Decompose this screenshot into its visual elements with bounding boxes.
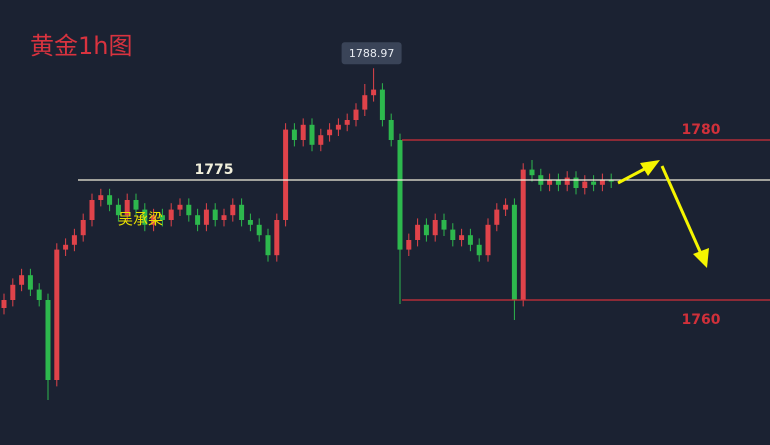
- candle-body: [247, 220, 253, 225]
- candle-body: [415, 224, 421, 240]
- candle-body: [177, 204, 183, 210]
- candle-body: [168, 209, 174, 220]
- candle-body: [300, 124, 306, 140]
- levels: 1780 1775 1760: [78, 122, 770, 328]
- arrow-head: [640, 160, 660, 176]
- candle-body: [283, 129, 289, 220]
- candle-body: [291, 129, 297, 140]
- candle-body: [63, 244, 69, 250]
- candle-body: [19, 275, 25, 285]
- candle-body: [344, 120, 350, 125]
- candle-body: [450, 229, 456, 240]
- candle-body: [54, 249, 60, 380]
- candle-body: [221, 215, 227, 220]
- candle-body: [10, 284, 16, 300]
- candle-body: [274, 220, 280, 256]
- candle-body: [133, 200, 139, 210]
- chart-title: 黄金1h图: [30, 32, 132, 60]
- candle-body: [564, 177, 570, 185]
- candle-body: [45, 300, 51, 380]
- candle-body: [432, 220, 438, 236]
- watermark: 吴承梁: [118, 210, 163, 228]
- candle-body: [1, 300, 7, 308]
- candle-body: [212, 209, 218, 220]
- candle-body: [89, 200, 95, 220]
- candle-body: [511, 204, 517, 300]
- candle-body: [503, 204, 509, 210]
- candle-body: [441, 220, 447, 230]
- candle-body: [555, 180, 561, 185]
- candle-body: [520, 169, 526, 300]
- arrow-head: [693, 248, 709, 268]
- candle-body: [379, 89, 385, 120]
- candle-body: [573, 177, 579, 188]
- candle-body: [397, 140, 403, 250]
- candle-body: [608, 180, 614, 182]
- candles: [1, 68, 614, 400]
- candle-body: [423, 224, 429, 236]
- candle-body: [591, 181, 597, 185]
- candle-body: [115, 204, 121, 216]
- candle-body: [459, 235, 465, 240]
- candle-body: [362, 95, 368, 110]
- candle-body: [159, 215, 165, 220]
- candle-body: [142, 209, 148, 225]
- candle-body: [547, 180, 553, 185]
- candle-body: [476, 244, 482, 256]
- level-label: 1775: [195, 162, 234, 178]
- candle-body: [318, 135, 324, 145]
- level-label: 1760: [682, 312, 721, 328]
- candle-body: [36, 289, 42, 300]
- candle-body: [256, 224, 262, 236]
- candle-body: [124, 200, 130, 216]
- candle-body: [107, 195, 113, 205]
- arrow-down: [660, 165, 704, 257]
- candle-body: [529, 169, 535, 176]
- candle-body: [195, 215, 201, 225]
- level-label: 1780: [682, 122, 721, 138]
- candle-body: [186, 204, 192, 216]
- candle-body: [582, 181, 588, 188]
- candle-body: [265, 235, 271, 256]
- candle-body: [239, 204, 245, 220]
- candle-body: [327, 129, 333, 136]
- candle-body: [71, 235, 77, 245]
- candle-body: [230, 204, 236, 216]
- candle-body: [203, 209, 209, 225]
- price-tag-box: [341, 42, 402, 65]
- candle-body: [406, 240, 412, 250]
- candle-body: [80, 220, 86, 236]
- candle-body: [151, 215, 157, 225]
- price-tag-label: 1788.97: [349, 47, 395, 60]
- candle-body: [371, 89, 377, 96]
- candle-body: [27, 275, 33, 290]
- candle-body: [599, 180, 605, 185]
- candle-body: [98, 195, 104, 200]
- candle-body: [485, 224, 491, 256]
- price-tag: 1788.97: [341, 42, 402, 65]
- candle-body: [494, 209, 500, 225]
- candle-body: [353, 109, 359, 120]
- candle-body: [388, 120, 394, 140]
- candle-body: [335, 124, 341, 130]
- candle-body: [309, 124, 315, 145]
- candle-body: [467, 235, 473, 245]
